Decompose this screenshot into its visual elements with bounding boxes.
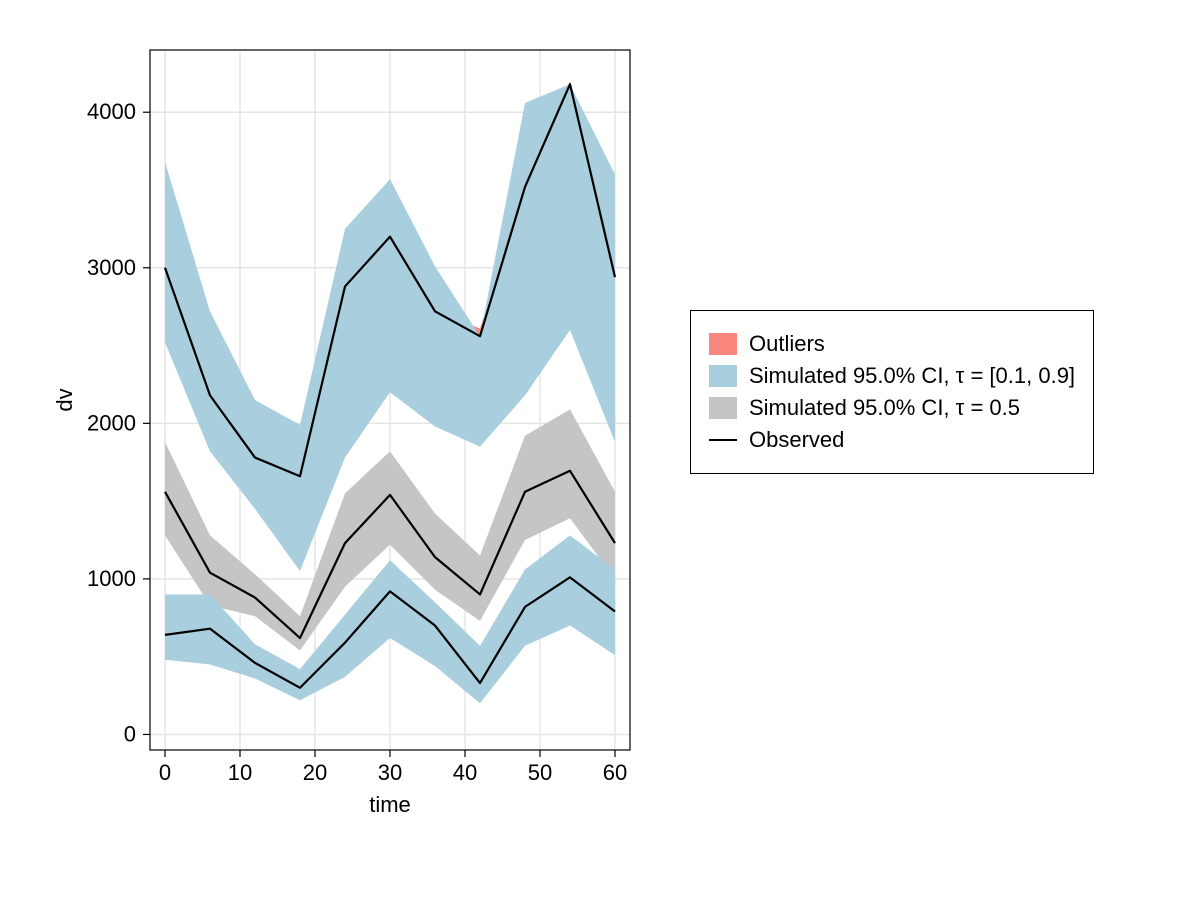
x-axis-label: time: [369, 792, 411, 817]
legend-item: Simulated 95.0% CI, τ = 0.5: [709, 395, 1075, 421]
legend-label: Simulated 95.0% CI, τ = [0.1, 0.9]: [749, 363, 1075, 389]
legend-label: Observed: [749, 427, 844, 453]
legend-label: Simulated 95.0% CI, τ = 0.5: [749, 395, 1020, 421]
x-tick-label: 50: [528, 760, 552, 785]
legend-item: Outliers: [709, 331, 1075, 357]
chart-container: 0 10 20 30 40 50 60 0 1000 2000 3000 4000 time dv Out…: [0, 0, 1200, 900]
x-tick-label: 0: [159, 760, 171, 785]
legend-item: Observed: [709, 427, 1075, 453]
y-tick-label: 3000: [87, 255, 136, 280]
y-tick-label: 2000: [87, 410, 136, 435]
x-tick-label: 60: [603, 760, 627, 785]
y-tick-label: 4000: [87, 99, 136, 124]
legend-label: Outliers: [749, 331, 825, 357]
legend: Outliers Simulated 95.0% CI, τ = [0.1, 0.…: [690, 310, 1094, 474]
y-axis-label: dv: [52, 388, 77, 411]
legend-swatch: [709, 333, 737, 355]
legend-swatch: [709, 365, 737, 387]
x-tick-label: 30: [378, 760, 402, 785]
legend-item: Simulated 95.0% CI, τ = [0.1, 0.9]: [709, 363, 1075, 389]
legend-swatch: [709, 397, 737, 419]
x-tick-label: 40: [453, 760, 477, 785]
y-tick-label: 0: [124, 721, 136, 746]
legend-line-icon: [709, 439, 737, 441]
x-tick-label: 20: [303, 760, 327, 785]
y-tick-label: 1000: [87, 566, 136, 591]
x-tick-label: 10: [228, 760, 252, 785]
